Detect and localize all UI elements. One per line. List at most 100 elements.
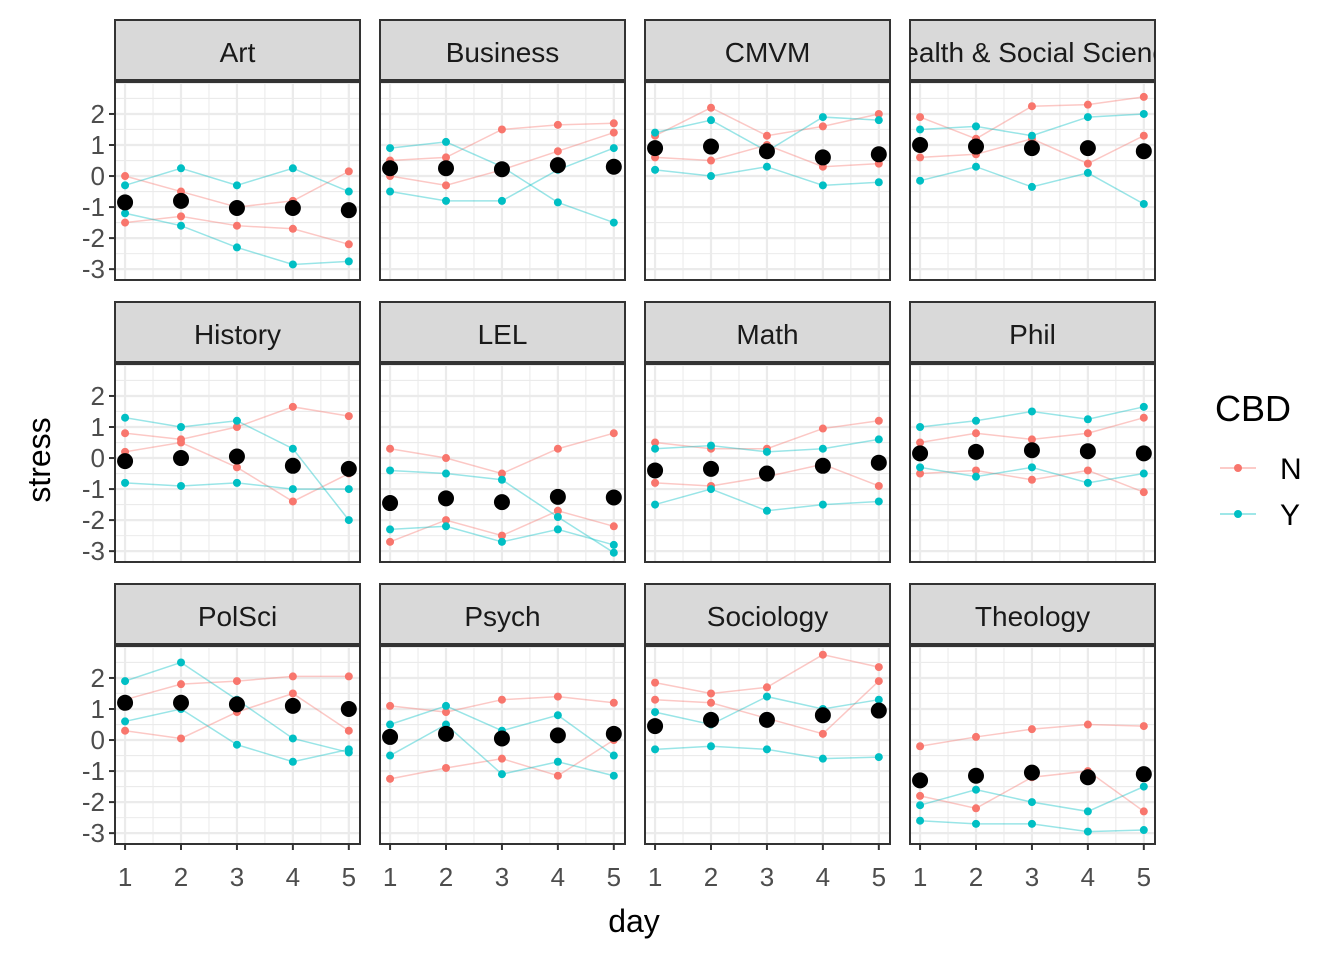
data-point-Y — [818, 181, 827, 190]
facet-phil: Phil — [909, 301, 1156, 563]
data-point-N — [177, 438, 186, 447]
data-marks — [382, 119, 622, 227]
facet-art: Art 210-1-2-3 — [82, 19, 361, 284]
data-point-N — [288, 689, 297, 698]
panel-border — [909, 363, 1156, 563]
data-point-Y — [121, 209, 130, 218]
data-point-N — [442, 153, 451, 162]
data-point-N — [874, 416, 883, 425]
data-point-Y — [972, 416, 981, 425]
data-point-Y — [1139, 826, 1148, 835]
data-point-N — [497, 469, 506, 478]
facet-strip-label: Health & Social Science — [883, 37, 1182, 68]
mean-point — [382, 728, 399, 745]
mean-point — [117, 194, 134, 211]
data-point-N — [916, 113, 925, 122]
data-point-Y — [916, 463, 925, 472]
data-point-N — [288, 224, 297, 233]
data-point-Y — [1083, 478, 1092, 487]
data-point-Y — [442, 522, 451, 531]
legend-title: CBD — [1215, 388, 1291, 429]
data-point-N — [609, 522, 618, 531]
mean-point — [173, 694, 190, 711]
data-point-N — [972, 466, 981, 475]
y-tick-label: 0 — [91, 161, 105, 191]
data-point-Y — [916, 816, 925, 825]
y-tick-label: 2 — [91, 381, 105, 411]
panel-border — [114, 81, 361, 281]
data-point-Y — [609, 751, 618, 760]
data-point-Y — [762, 692, 771, 701]
facet-strip — [909, 19, 1156, 81]
data-point-Y — [651, 745, 660, 754]
data-point-N — [386, 774, 395, 783]
data-point-N — [121, 429, 130, 438]
data-point-Y — [1027, 798, 1036, 807]
data-point-Y — [121, 413, 130, 422]
data-point-Y — [121, 181, 130, 190]
mean-point — [549, 488, 566, 505]
mean-point — [340, 701, 357, 717]
mean-point — [438, 490, 455, 507]
mean-point — [1135, 445, 1152, 462]
data-point-Y — [1083, 827, 1092, 836]
facet-strip — [909, 583, 1156, 645]
facet-sociology: Sociology 1 2 3 4 5 — [644, 583, 891, 892]
facet-strip — [644, 583, 891, 645]
mean-point — [173, 192, 190, 209]
data-point-Y — [344, 257, 353, 266]
mean-point — [870, 702, 887, 719]
data-point-Y — [344, 187, 353, 196]
data-point-N — [818, 122, 827, 131]
data-point-Y — [651, 128, 660, 137]
data-point-Y — [707, 172, 716, 181]
mean-point — [284, 697, 301, 714]
data-point-Y — [762, 506, 771, 515]
data-point-Y — [707, 441, 716, 450]
y-axis-title: stress — [21, 417, 57, 502]
mean-point — [493, 161, 510, 178]
data-point-Y — [386, 144, 395, 153]
data-point-Y — [1027, 819, 1036, 828]
data-point-Y — [553, 198, 562, 207]
data-point-Y — [651, 165, 660, 174]
x-tick-label: 2 — [439, 862, 453, 892]
data-point-N — [707, 156, 716, 165]
mean-point — [758, 465, 775, 482]
x-tick-label: 4 — [286, 862, 300, 892]
mean-point — [340, 460, 357, 477]
facet-strip — [644, 19, 891, 81]
mean-point — [758, 143, 775, 160]
data-point-Y — [762, 447, 771, 456]
y-tick-label: -3 — [82, 254, 105, 284]
mean-point — [284, 200, 301, 216]
data-point-N — [762, 683, 771, 692]
data-point-Y — [497, 770, 506, 779]
data-point-N — [1139, 722, 1148, 731]
data-point-N — [442, 181, 451, 190]
mean-point — [1023, 140, 1040, 157]
y-tick-label: -2 — [82, 505, 105, 535]
mean-point — [340, 202, 357, 219]
facet-strip — [379, 583, 626, 645]
data-point-N — [874, 677, 883, 686]
data-point-N — [442, 763, 451, 772]
data-point-Y — [344, 485, 353, 494]
facet-strip — [114, 19, 361, 81]
mean-point — [912, 137, 929, 153]
data-point-N — [651, 478, 660, 487]
x-tick-label: 5 — [1137, 862, 1151, 892]
data-point-N — [1083, 466, 1092, 475]
y-tick-label: -2 — [82, 223, 105, 253]
data-point-Y — [609, 218, 618, 227]
data-point-Y — [1139, 199, 1148, 208]
mean-point — [493, 730, 510, 747]
mean-point — [814, 149, 831, 166]
mean-point — [228, 448, 245, 465]
facet-strip-label: CMVM — [725, 37, 811, 68]
data-point-N — [288, 672, 297, 681]
mean-point — [912, 445, 929, 462]
data-point-N — [497, 695, 506, 704]
data-marks — [647, 650, 887, 763]
data-point-N — [818, 729, 827, 738]
